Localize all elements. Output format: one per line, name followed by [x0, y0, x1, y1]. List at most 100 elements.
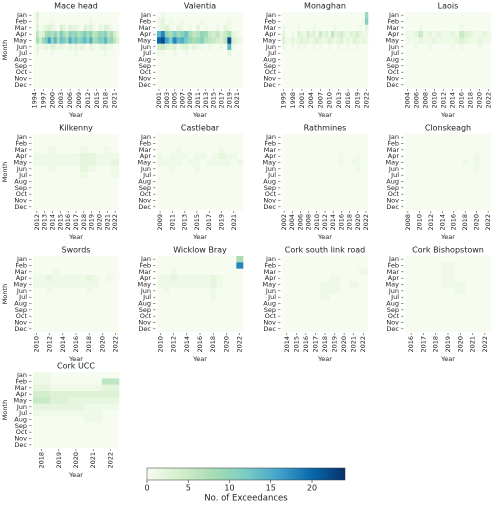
- heat-cell: [116, 18, 120, 25]
- heat-cell: [327, 140, 332, 147]
- heat-cell: [328, 50, 332, 57]
- heat-cell: [327, 172, 332, 179]
- heat-cell: [358, 262, 369, 269]
- heat-cell: [291, 256, 302, 263]
- heat-cell: [318, 178, 324, 185]
- heat-cell: [215, 12, 220, 19]
- heat-cell: [180, 62, 185, 70]
- heat-cell: [101, 397, 120, 404]
- month-label: Jun: [140, 287, 151, 295]
- heat-cell: [454, 313, 467, 320]
- heat-cell: [286, 140, 291, 147]
- heat-cell: [439, 159, 446, 166]
- heat-cell: [485, 178, 492, 185]
- heat-cell: [99, 300, 107, 307]
- heat-cell: [478, 300, 492, 307]
- heat-cell: [347, 159, 352, 166]
- heat-cell: [347, 184, 352, 192]
- heat-cell: [39, 275, 47, 282]
- heat-cell: [312, 24, 317, 32]
- heat-cell: [95, 62, 99, 70]
- heat-cell: [355, 191, 361, 198]
- heat-cell: [282, 300, 292, 307]
- heat-cell: [203, 69, 209, 76]
- heat-cell: [87, 178, 96, 185]
- heat-cell: [116, 37, 120, 44]
- heat-cell: [157, 294, 164, 301]
- heat-cell: [405, 275, 418, 282]
- heat-cell: [417, 300, 430, 307]
- heat-cell: [66, 313, 73, 320]
- heat-cell: [481, 75, 487, 82]
- heat-cell: [74, 18, 78, 25]
- heat-cell: [454, 62, 460, 70]
- heat-cell: [211, 12, 216, 19]
- heat-cell: [164, 12, 170, 19]
- heat-cell: [50, 378, 68, 385]
- heat-cell: [157, 43, 162, 51]
- heat-cell: [157, 18, 162, 25]
- heat-cell: [89, 81, 93, 89]
- month-label: Oct: [16, 428, 28, 436]
- colorbar-tick-label: 0: [144, 484, 149, 493]
- heat-cell: [79, 191, 89, 198]
- heat-cell: [314, 140, 320, 147]
- heat-cell: [227, 50, 232, 57]
- heat-cell: [227, 18, 232, 25]
- heat-cell: [207, 24, 213, 32]
- heat-cell: [439, 153, 446, 160]
- heat-cell: [65, 37, 69, 44]
- month-label: Jun: [265, 165, 276, 173]
- heat-cell: [363, 178, 369, 185]
- heat-cell: [355, 18, 360, 25]
- heat-cell: [50, 18, 55, 25]
- heat-cell: [46, 294, 54, 301]
- heat-cell: [427, 203, 434, 211]
- heat-cell: [99, 281, 107, 288]
- heat-cell: [188, 12, 193, 19]
- heat-cell: [92, 256, 100, 263]
- heat-cell: [85, 281, 93, 288]
- heat-cell: [450, 134, 457, 141]
- heat-cell: [436, 37, 442, 44]
- heat-cell: [481, 56, 487, 63]
- year-label: 2009: [186, 92, 194, 109]
- heat-cell: [64, 178, 73, 185]
- heat-cell: [170, 287, 178, 295]
- heat-cell: [168, 69, 173, 76]
- heat-cell: [59, 319, 67, 326]
- heat-cell: [309, 56, 314, 63]
- heat-cell: [71, 81, 75, 89]
- heat-cell: [223, 12, 228, 19]
- heat-cell: [349, 56, 353, 63]
- heat-cell: [318, 62, 323, 70]
- heat-cell: [41, 43, 46, 51]
- heat-cell: [445, 24, 451, 32]
- x-axis-title: Year: [317, 111, 332, 119]
- heat-cell: [211, 43, 216, 51]
- heat-cell: [236, 172, 244, 179]
- heat-cell: [67, 378, 85, 385]
- heat-cell: [215, 31, 220, 38]
- heat-cell: [297, 81, 301, 89]
- year-label: 2019: [55, 452, 63, 469]
- heat-cell: [473, 184, 480, 192]
- heat-cell: [46, 262, 54, 269]
- heat-cell: [79, 268, 87, 276]
- heat-cell: [339, 140, 344, 147]
- heat-cell: [417, 319, 430, 326]
- heat-cell: [35, 43, 40, 51]
- heat-cell: [77, 18, 81, 25]
- year-label: 2014: [183, 336, 191, 353]
- heat-cell: [68, 24, 72, 32]
- x-axis-title: Year: [317, 355, 332, 363]
- heat-cell: [40, 146, 49, 154]
- heat-cell: [423, 43, 428, 51]
- month-label: Jul: [267, 171, 276, 179]
- heat-cell: [410, 203, 417, 211]
- heat-cell: [236, 153, 244, 160]
- heat-cell: [343, 197, 348, 204]
- heat-cell: [48, 197, 57, 204]
- heat-cell: [92, 319, 100, 326]
- heat-cell: [107, 56, 111, 63]
